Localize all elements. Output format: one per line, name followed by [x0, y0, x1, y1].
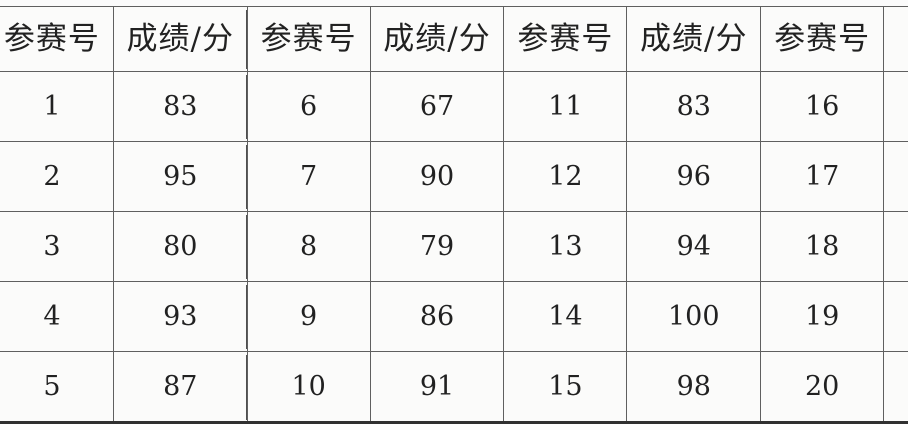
cell-score: [883, 71, 908, 142]
cell-score: 67: [369, 71, 505, 142]
cell-id: 3: [0, 211, 114, 282]
header-row: 参赛号 成绩/分 参赛号 成绩/分 参赛号 成绩/分 参赛号 成: [0, 6, 908, 72]
header-cell-score-1: 成绩/分: [112, 6, 248, 72]
cell-score: 96: [626, 141, 762, 212]
header-cell-score-4: 成: [883, 6, 908, 72]
cell-id: 14: [503, 281, 628, 352]
cell-id: 13: [503, 211, 628, 282]
header-cell-id-2: 参赛号: [246, 6, 371, 72]
table-row: 2 95 7 90 12 96 17: [0, 141, 908, 212]
cell-score: 83: [626, 71, 762, 142]
cell-score: [883, 141, 908, 212]
cell-score: 91: [369, 351, 505, 424]
cell-score: 86: [369, 281, 505, 352]
header-cell-id-4: 参赛号: [760, 6, 885, 72]
header-cell-id-1: 参赛号: [0, 6, 114, 72]
cell-id: 8: [246, 211, 371, 282]
score-table-container: 参赛号 成绩/分 参赛号 成绩/分 参赛号 成绩/分 参赛号 成 1 83 6 …: [0, 6, 908, 424]
cell-score: [883, 281, 908, 352]
cell-id: 9: [246, 281, 371, 352]
cell-score: 83: [112, 71, 248, 142]
table-row: 5 87 10 91 15 98 20: [0, 351, 908, 424]
table-row: 4 93 9 86 14 100 19: [0, 281, 908, 352]
cell-score: 79: [369, 211, 505, 282]
cell-id: 2: [0, 141, 114, 212]
cell-id: 19: [760, 281, 885, 352]
cell-id: 7: [246, 141, 371, 212]
cell-id: 18: [760, 211, 885, 282]
cell-id: 4: [0, 281, 114, 352]
cell-id: 5: [0, 351, 114, 424]
cell-id: 20: [760, 351, 885, 424]
header-cell-id-3: 参赛号: [503, 6, 628, 72]
cell-score: 93: [112, 281, 248, 352]
cell-id: 12: [503, 141, 628, 212]
table-body: 1 83 6 67 11 83 16 2 95 7 90 12 96 17 3: [0, 71, 908, 424]
cell-score: 95: [112, 141, 248, 212]
cell-score: 98: [626, 351, 762, 424]
cell-id: 6: [246, 71, 371, 142]
cell-id: 10: [246, 351, 371, 424]
cell-score: [883, 211, 908, 282]
cell-score: 90: [369, 141, 505, 212]
cell-score: 80: [112, 211, 248, 282]
cell-id: 1: [0, 71, 114, 142]
cell-score: 100: [626, 281, 762, 352]
cell-id: 16: [760, 71, 885, 142]
table-row: 1 83 6 67 11 83 16: [0, 71, 908, 142]
cell-id: 15: [503, 351, 628, 424]
table-header: 参赛号 成绩/分 参赛号 成绩/分 参赛号 成绩/分 参赛号 成: [0, 6, 908, 72]
header-cell-score-3: 成绩/分: [626, 6, 762, 72]
cell-score: 87: [112, 351, 248, 424]
header-cell-score-2: 成绩/分: [369, 6, 505, 72]
competition-score-table: 参赛号 成绩/分 参赛号 成绩/分 参赛号 成绩/分 参赛号 成 1 83 6 …: [0, 6, 908, 424]
cell-score: 94: [626, 211, 762, 282]
cell-score: [883, 351, 908, 424]
cell-id: 17: [760, 141, 885, 212]
table-row: 3 80 8 79 13 94 18: [0, 211, 908, 282]
cell-id: 11: [503, 71, 628, 142]
